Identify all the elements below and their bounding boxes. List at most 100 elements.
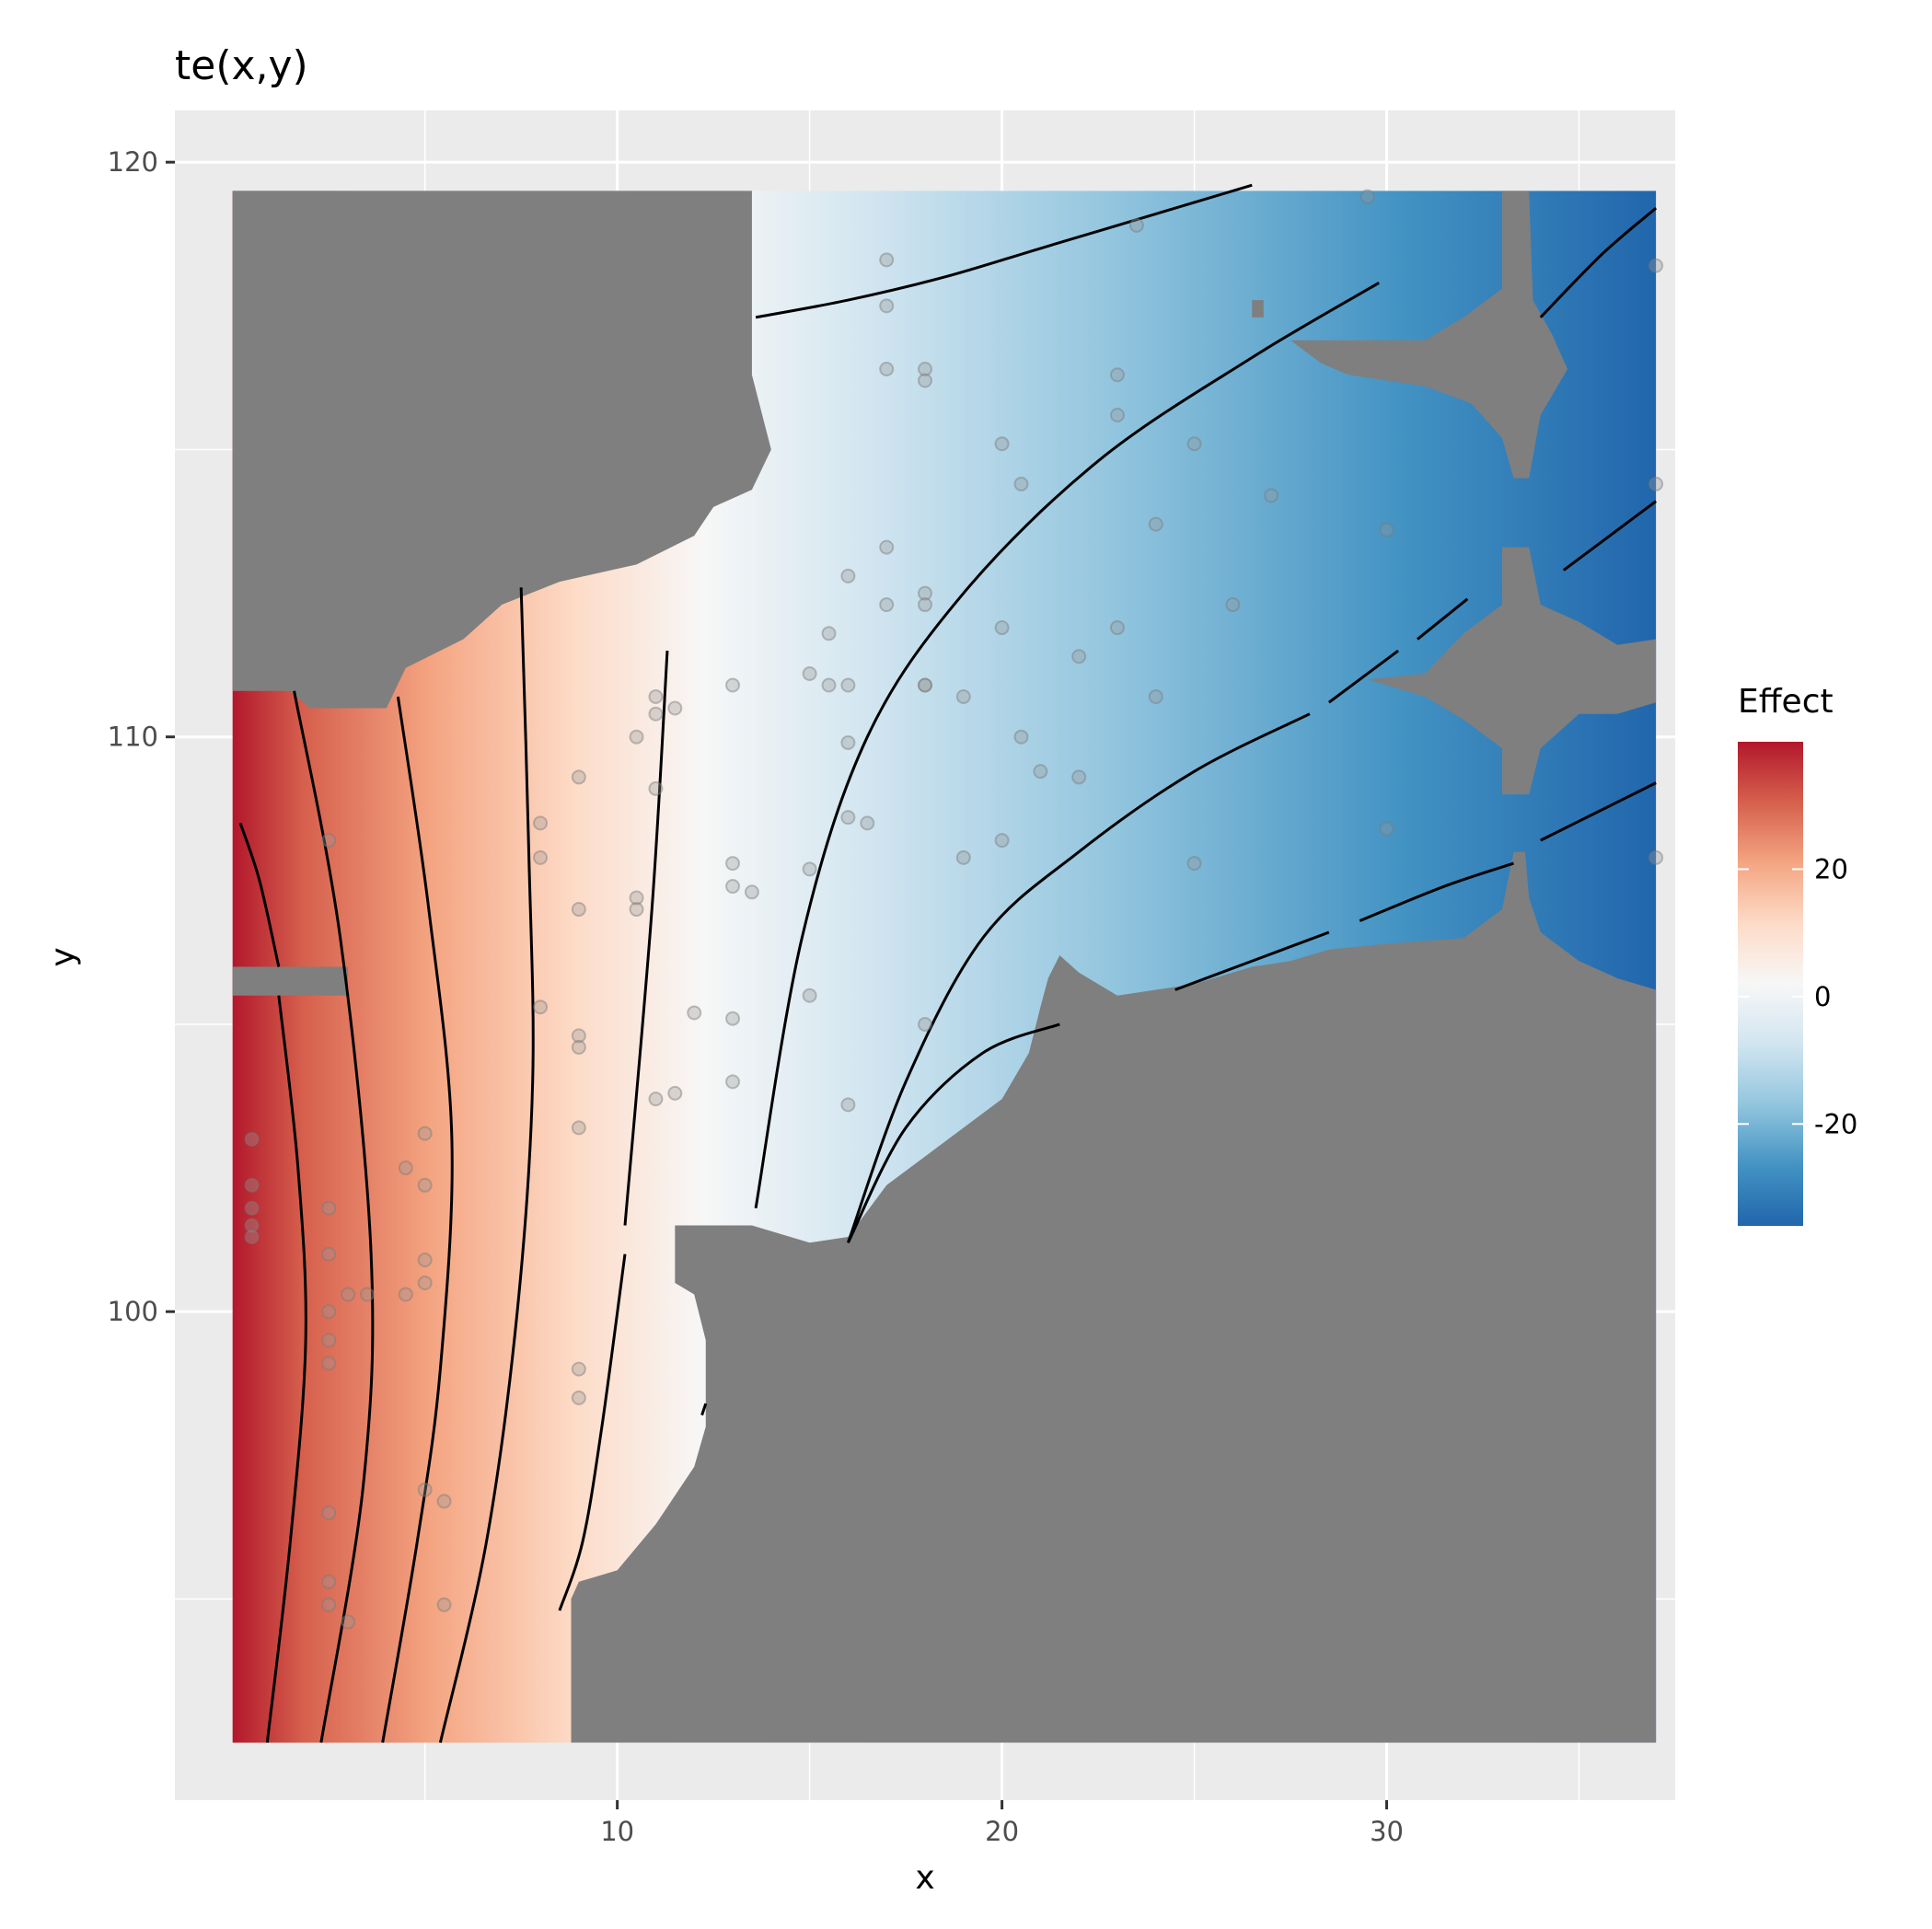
observation-point xyxy=(840,810,856,826)
observation-point xyxy=(1128,217,1144,233)
effect-legend: Effect 20 0 -20 xyxy=(1738,683,1857,1226)
observation-point xyxy=(341,1287,356,1302)
observation-point xyxy=(860,815,875,831)
x-tick-label: 30 xyxy=(1370,1816,1404,1847)
observation-points xyxy=(244,189,1664,1630)
observation-point xyxy=(802,666,817,681)
missing-data-regions xyxy=(232,191,1657,1743)
observation-point xyxy=(1264,488,1279,503)
observation-point xyxy=(725,879,741,895)
observation-point xyxy=(571,1120,586,1136)
observation-point xyxy=(436,1494,452,1509)
observation-point xyxy=(725,856,741,872)
contour-lines xyxy=(238,183,1658,1743)
y-tick-label: 100 xyxy=(108,1296,158,1327)
y-tick-label: 110 xyxy=(108,722,158,753)
observation-point xyxy=(648,1092,664,1107)
observation-point xyxy=(359,1287,375,1302)
contour-line xyxy=(1327,649,1399,704)
observation-point xyxy=(1148,688,1163,704)
contour-line xyxy=(754,282,1380,1209)
observation-point xyxy=(417,1126,433,1141)
observation-point xyxy=(533,815,549,831)
contour-line xyxy=(1562,500,1657,572)
observation-point xyxy=(244,1131,260,1147)
observation-point xyxy=(321,1574,337,1589)
y-tick-label: 120 xyxy=(108,146,158,178)
observation-point xyxy=(321,833,337,849)
observation-point xyxy=(1379,522,1394,537)
contour-line xyxy=(1417,597,1469,641)
observation-point xyxy=(648,706,664,722)
observation-point xyxy=(629,890,644,906)
contour-line xyxy=(846,712,1311,1243)
observation-point xyxy=(398,1161,413,1176)
y-axis-title: y xyxy=(44,947,82,966)
legend-colorbar xyxy=(1738,742,1803,1226)
chart-title: te(x,y) xyxy=(175,42,308,89)
observation-point xyxy=(687,1005,702,1021)
observation-point xyxy=(879,252,895,268)
observation-point xyxy=(1109,367,1125,383)
legend-tick-label: 20 xyxy=(1814,853,1848,884)
missing-region xyxy=(1290,191,1568,479)
observation-point xyxy=(879,298,895,314)
observation-point xyxy=(1033,764,1048,780)
observation-point xyxy=(1071,769,1087,785)
observation-point xyxy=(321,1246,337,1262)
contour-line xyxy=(1174,930,1330,991)
contour-line xyxy=(1540,781,1657,842)
observation-point xyxy=(629,902,644,918)
observation-point xyxy=(321,1597,337,1612)
observation-point xyxy=(918,1016,932,1032)
observation-point xyxy=(571,1361,586,1377)
observation-point xyxy=(571,769,586,785)
observation-point xyxy=(725,1011,741,1026)
observation-point xyxy=(417,1252,433,1267)
observation-point xyxy=(821,677,837,693)
observation-point xyxy=(667,1085,683,1101)
observation-point xyxy=(417,1482,433,1497)
observation-point xyxy=(1379,821,1394,837)
observation-point xyxy=(725,677,741,693)
observation-point xyxy=(725,1074,741,1090)
y-axis: 100 110 120 xyxy=(108,146,175,1327)
missing-region xyxy=(1367,547,1657,795)
legend-title: Effect xyxy=(1738,683,1834,721)
contour-line xyxy=(438,587,535,1743)
observation-point xyxy=(840,677,856,693)
contour-line xyxy=(558,1253,627,1611)
observation-point xyxy=(918,597,932,613)
observation-point xyxy=(1225,597,1241,613)
observation-point xyxy=(244,1200,260,1216)
observation-point xyxy=(1109,620,1125,636)
observation-point xyxy=(1013,729,1029,745)
contour-line xyxy=(381,696,454,1743)
observation-point xyxy=(1148,516,1163,532)
observation-point xyxy=(629,729,644,745)
legend-ticks: 20 0 -20 xyxy=(1738,853,1857,1139)
x-tick-label: 20 xyxy=(985,1816,1019,1847)
observation-point xyxy=(918,677,932,693)
contour-line xyxy=(238,822,281,967)
observation-point xyxy=(1649,476,1664,491)
observation-point xyxy=(918,585,932,601)
observation-point xyxy=(321,1505,337,1520)
observation-point xyxy=(417,1177,433,1193)
observation-point xyxy=(1649,258,1664,273)
observation-point xyxy=(879,362,895,377)
observation-point xyxy=(1109,407,1125,422)
contour-line xyxy=(1359,861,1514,922)
contour-line xyxy=(700,1403,708,1416)
x-tick-label: 10 xyxy=(600,1816,634,1847)
contour-line xyxy=(293,690,375,1743)
observation-point xyxy=(571,1390,586,1405)
observation-point xyxy=(1013,476,1029,491)
contour-line xyxy=(847,1022,1060,1243)
observation-point xyxy=(918,373,932,388)
observation-point xyxy=(321,1304,337,1320)
observation-point xyxy=(918,362,932,377)
observation-point xyxy=(321,1356,337,1371)
missing-region xyxy=(232,191,771,709)
